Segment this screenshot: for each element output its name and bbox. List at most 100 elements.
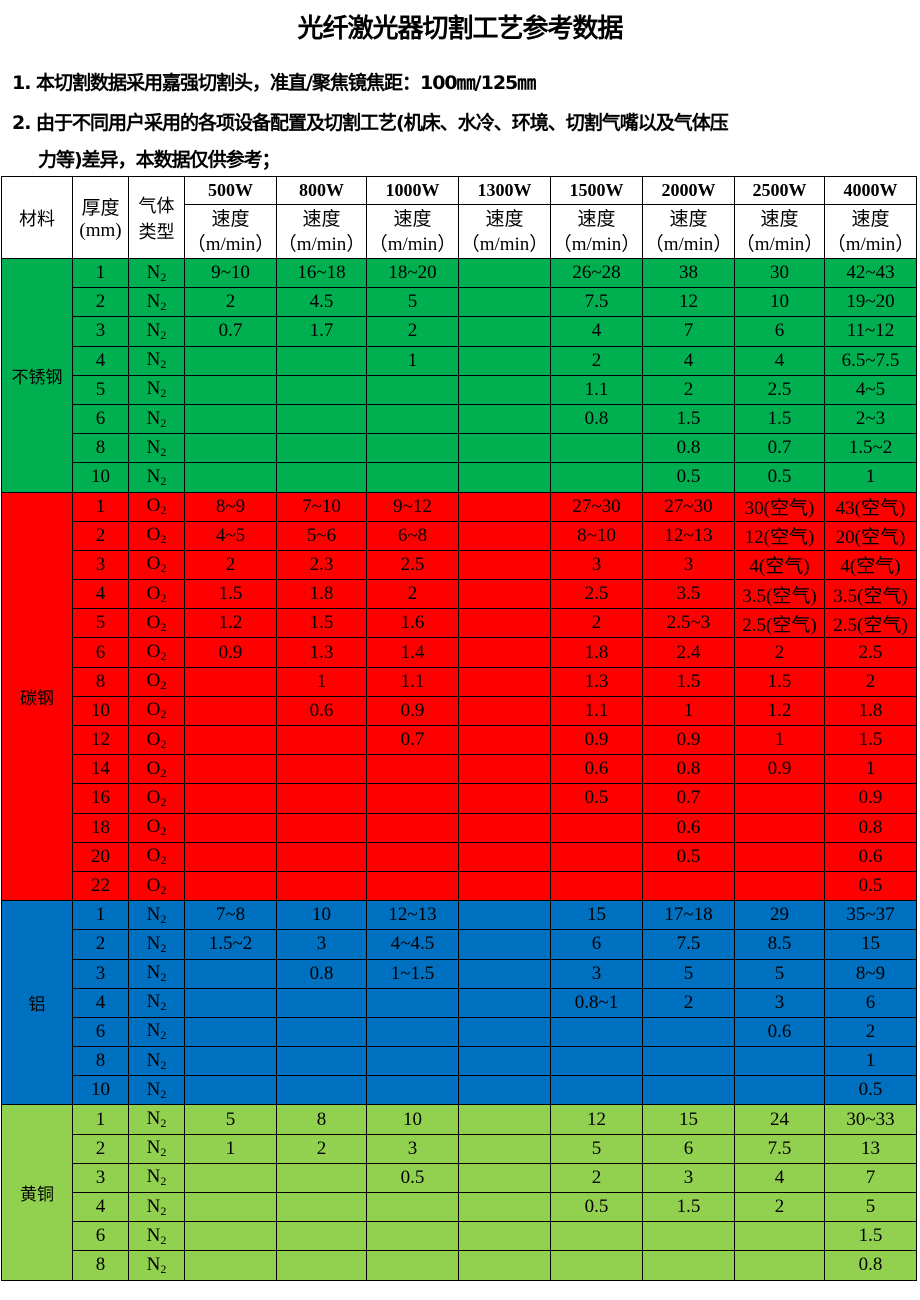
- table-row: 铝 1 N2 7~8 10 12~13 15 17~18 29 35~37: [1, 900, 917, 1106]
- speed-cell: 0.8: [550, 403, 643, 435]
- speed-cell: [734, 1221, 825, 1252]
- speed-cell: 3.5(空气): [824, 579, 917, 610]
- speed-cell: [184, 695, 277, 727]
- table-row: 14 O2 0.6 0.8 0.9 1: [1, 754, 917, 785]
- speed-cell: 12~13: [366, 900, 459, 931]
- speed-cell: 8: [276, 1104, 367, 1135]
- speed-cell: 0.9: [184, 637, 277, 668]
- gas-cell: O2: [128, 666, 185, 697]
- table-row: 4 N2 0.5 1.5 2 5: [1, 1191, 917, 1223]
- speed-cell: [184, 1250, 277, 1281]
- speed-cell: [366, 462, 459, 493]
- speed-cell: 6: [642, 1133, 735, 1164]
- speed-cell: 0.5: [642, 462, 735, 493]
- header-gas: 气体 类型: [128, 176, 185, 259]
- speed-cell: 7: [642, 316, 735, 347]
- speed-cell: [276, 1250, 367, 1281]
- speed-label: 速度: [577, 207, 616, 230]
- gas-cell: N2: [128, 1250, 185, 1281]
- speed-cell: 8~9: [824, 958, 917, 989]
- speed-cell: 7.5: [642, 929, 735, 960]
- speed-cell: 26~28: [550, 257, 643, 289]
- speed-cell: 4: [734, 345, 825, 376]
- speed-cell: [458, 608, 551, 639]
- speed-cell: 2: [824, 1016, 917, 1048]
- speed-cell: 2.5: [734, 374, 825, 405]
- speed-cell: 1~1.5: [366, 958, 459, 989]
- speed-cell: [458, 549, 551, 581]
- header-power: 1500W: [550, 176, 643, 205]
- speed-cell: 12~13: [642, 520, 735, 551]
- speed-cell: 20(空气): [824, 520, 917, 551]
- gas-cell: N2: [128, 1016, 185, 1048]
- thickness-cell: 8: [72, 1250, 129, 1281]
- thickness-cell: 4: [72, 1191, 129, 1223]
- speed-cell: 6: [734, 316, 825, 347]
- speed-cell: 0.9: [734, 754, 825, 785]
- thickness-cell: 1: [72, 491, 129, 522]
- speed-cell: 12: [550, 1104, 643, 1135]
- speed-cell: [276, 870, 367, 902]
- speed-cell: 13: [824, 1133, 917, 1164]
- table-row: 黄铜 1 N2 5 8 10 12 15 24 30~33: [1, 1104, 917, 1281]
- table-row: 不锈钢 1 N2 9~10 16~18 18~20 26~28 38 30 42~43: [1, 257, 917, 493]
- speed-cell: 16~18: [276, 257, 367, 289]
- speed-cell: 2: [366, 316, 459, 347]
- speed-cell: [550, 1075, 643, 1106]
- table-row: 10 N2 0.5: [1, 1075, 917, 1106]
- gas-cell: O2: [128, 754, 185, 785]
- gas-cell: N2: [128, 1104, 185, 1135]
- speed-cell: [458, 1075, 551, 1106]
- gas-cell: N2: [128, 316, 185, 347]
- header-material: 材料: [1, 176, 73, 259]
- speed-cell: 1.5~2: [184, 929, 277, 960]
- speed-cell: 0.5: [550, 783, 643, 814]
- speed-cell: [276, 1221, 367, 1252]
- speed-cell: [458, 783, 551, 814]
- speed-cell: [276, 403, 367, 435]
- speed-cell: [642, 1016, 735, 1048]
- speed-cell: [458, 754, 551, 785]
- speed-cell: 17~18: [642, 900, 735, 931]
- speed-cell: 11~12: [824, 316, 917, 347]
- speed-cell: [734, 783, 825, 814]
- speed-cell: 30~33: [824, 1104, 917, 1135]
- cutting-data-table: 材料 厚度 (mm) 气体 类型 500W 800W 1000W 1300W 1500W 20…: [1, 176, 917, 1281]
- table-row: 10 O2 0.6 0.9 1.1 1 1.2 1.8: [1, 695, 917, 727]
- thickness-cell: 22: [72, 870, 129, 902]
- thickness-cell: 6: [72, 637, 129, 668]
- speed-cell: 1.2: [734, 695, 825, 727]
- speed-cell: 0.8: [642, 754, 735, 785]
- table-row: 3 N2 0.7 1.7 2 4 7 6 11~12: [1, 316, 917, 347]
- speed-unit: （m/min）: [826, 233, 915, 255]
- gas-cell: N2: [128, 1046, 185, 1077]
- speed-cell: 1.5: [642, 1191, 735, 1223]
- speed-cell: [550, 1250, 643, 1281]
- speed-cell: 7.5: [550, 287, 643, 318]
- header-speed: 速度 （m/min）: [734, 204, 825, 259]
- speed-cell: [642, 1221, 735, 1252]
- speed-cell: 2: [734, 1191, 825, 1223]
- gas-cell: N2: [128, 403, 185, 435]
- speed-cell: [184, 374, 277, 405]
- thickness-cell: 20: [72, 841, 129, 872]
- thickness-cell: 5: [72, 608, 129, 639]
- speed-cell: 0.9: [642, 724, 735, 756]
- thickness-cell: 3: [72, 958, 129, 989]
- speed-cell: 0.5: [550, 1191, 643, 1223]
- speed-cell: [458, 1221, 551, 1252]
- speed-cell: 3: [550, 549, 643, 581]
- speed-cell: [458, 1191, 551, 1223]
- table-row: 5 O2 1.2 1.5 1.6 2 2.5~3 2.5(空气) 2.5(空气): [1, 608, 917, 639]
- gas-cell: N2: [128, 1162, 185, 1194]
- material-cell: 铝: [1, 900, 73, 1106]
- speed-cell: 3.5(空气): [734, 579, 825, 610]
- speed-cell: 3: [734, 987, 825, 1018]
- speed-cell: 4: [734, 1162, 825, 1194]
- speed-cell: 2.5: [366, 549, 459, 581]
- speed-cell: 2: [276, 1133, 367, 1164]
- speed-cell: 10: [276, 900, 367, 931]
- thickness-cell: 4: [72, 345, 129, 376]
- speed-cell: 1.6: [366, 608, 459, 639]
- speed-cell: 2.3: [276, 549, 367, 581]
